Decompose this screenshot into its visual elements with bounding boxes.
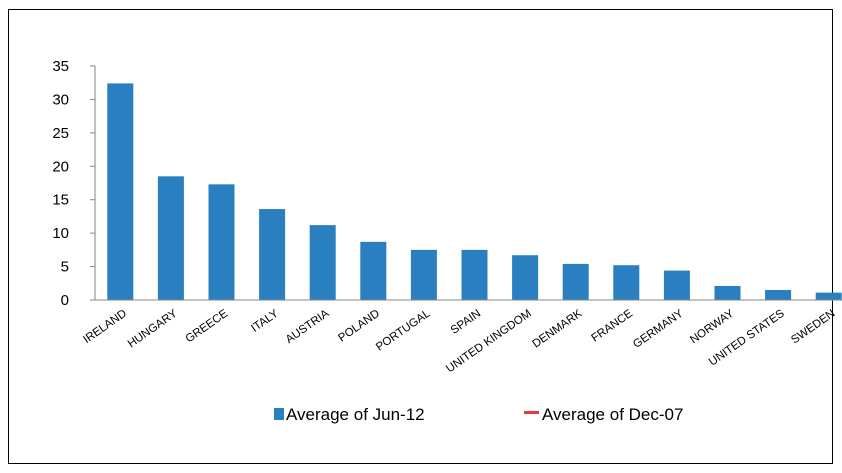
chart-frame [8,9,833,464]
legend-label-dec-07: Average of Dec-07 [542,405,683,424]
y-tick-label: 35 [52,58,69,75]
x-category-label: SPAIN [449,308,483,337]
bar-austria [309,225,336,300]
legend-swatch-dec-07 [524,411,539,414]
bar-hungary [157,176,184,300]
x-category-label: POLAND [336,308,382,345]
bar-poland [360,241,387,300]
y-tick-label: 30 [52,91,69,108]
x-category-label: IRELAND [81,308,129,346]
y-tick-label: 25 [52,125,69,142]
x-category-label: DENMARK [530,307,584,350]
bar-spain [461,249,488,300]
bar-series-jun-12 [107,83,842,300]
bar-greece [208,184,235,300]
x-category-label: GREECE [184,307,231,345]
bar-united-kingdom [512,255,539,300]
legend-swatch-jun-12 [274,408,284,420]
bar-sweden [815,292,842,300]
x-category-label: SWEDEN [789,308,837,347]
y-tick-label: 10 [52,225,69,242]
x-category-label: NORWAY [688,307,736,346]
y-tick-label: 5 [61,259,69,276]
x-category-label: GERMANY [631,307,686,350]
y-axis: 0 5 10 15 20 25 30 35 [52,58,96,309]
bar-norway [714,285,741,300]
y-tick-label: 0 [61,292,69,309]
x-category-label: UNITED KINGDOM [444,308,534,376]
legend: Average of Jun-12 Average of Dec-07 [274,405,683,424]
bar-denmark [562,263,589,300]
x-category-label: PORTUGAL [374,307,433,353]
x-category-label: AUSTRIA [284,307,332,346]
y-tick-label: 15 [52,192,69,209]
legend-label-jun-12: Average of Jun-12 [286,405,425,424]
bar-united-states [765,289,792,300]
x-category-label: HUNGARY [126,307,180,350]
y-tick-label: 20 [52,158,69,175]
bar-ireland [107,83,134,300]
bar-portugal [410,249,437,300]
bar-france [613,265,640,300]
bar-italy [259,209,286,300]
x-category-label: ITALY [249,307,281,334]
x-category-label: FRANCE [589,307,635,344]
bar-germany [663,270,690,300]
